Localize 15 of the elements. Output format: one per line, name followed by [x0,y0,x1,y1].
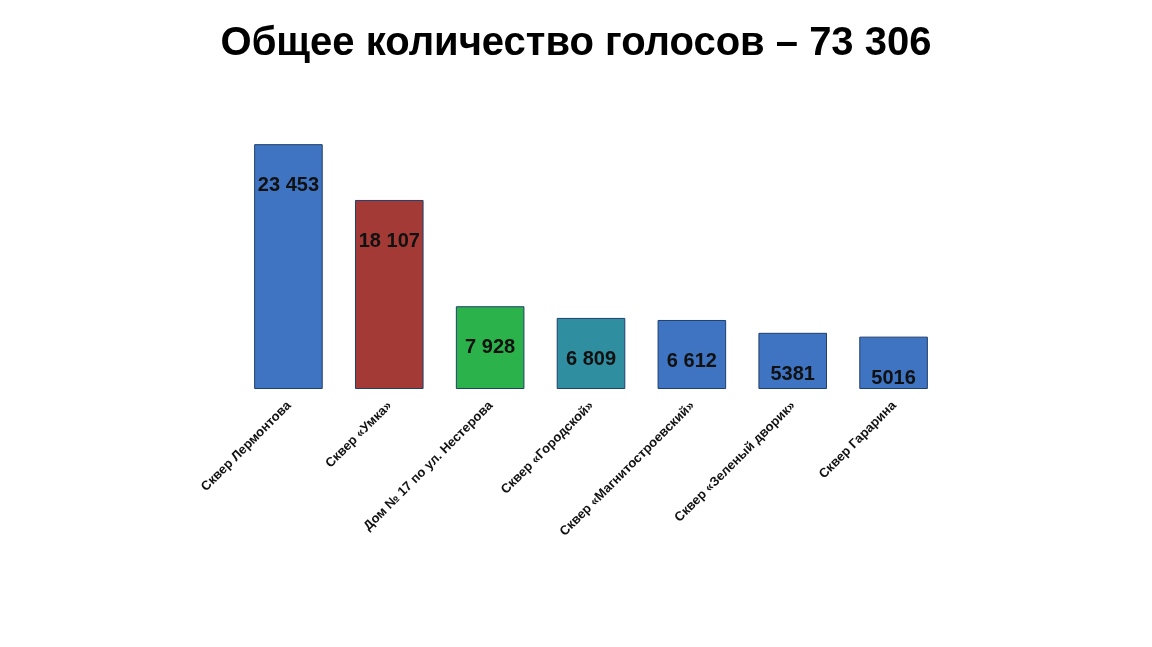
chart-title: Общее количество голосов – 73 306 [220,19,932,63]
data-label: 5016 [871,365,916,388]
data-label: 6 809 [565,346,617,369]
bar [354,199,424,389]
data-label: 23 453 [257,173,320,196]
bar [859,336,928,389]
data-label: 6 612 [666,348,717,371]
bar [758,332,828,389]
bar [455,306,525,389]
bar [657,319,727,389]
data-label: 7 928 [465,335,516,358]
bar [254,144,323,389]
data-label: 5381 [770,361,815,384]
bar [556,317,626,389]
data-label: 18 107 [358,228,420,251]
